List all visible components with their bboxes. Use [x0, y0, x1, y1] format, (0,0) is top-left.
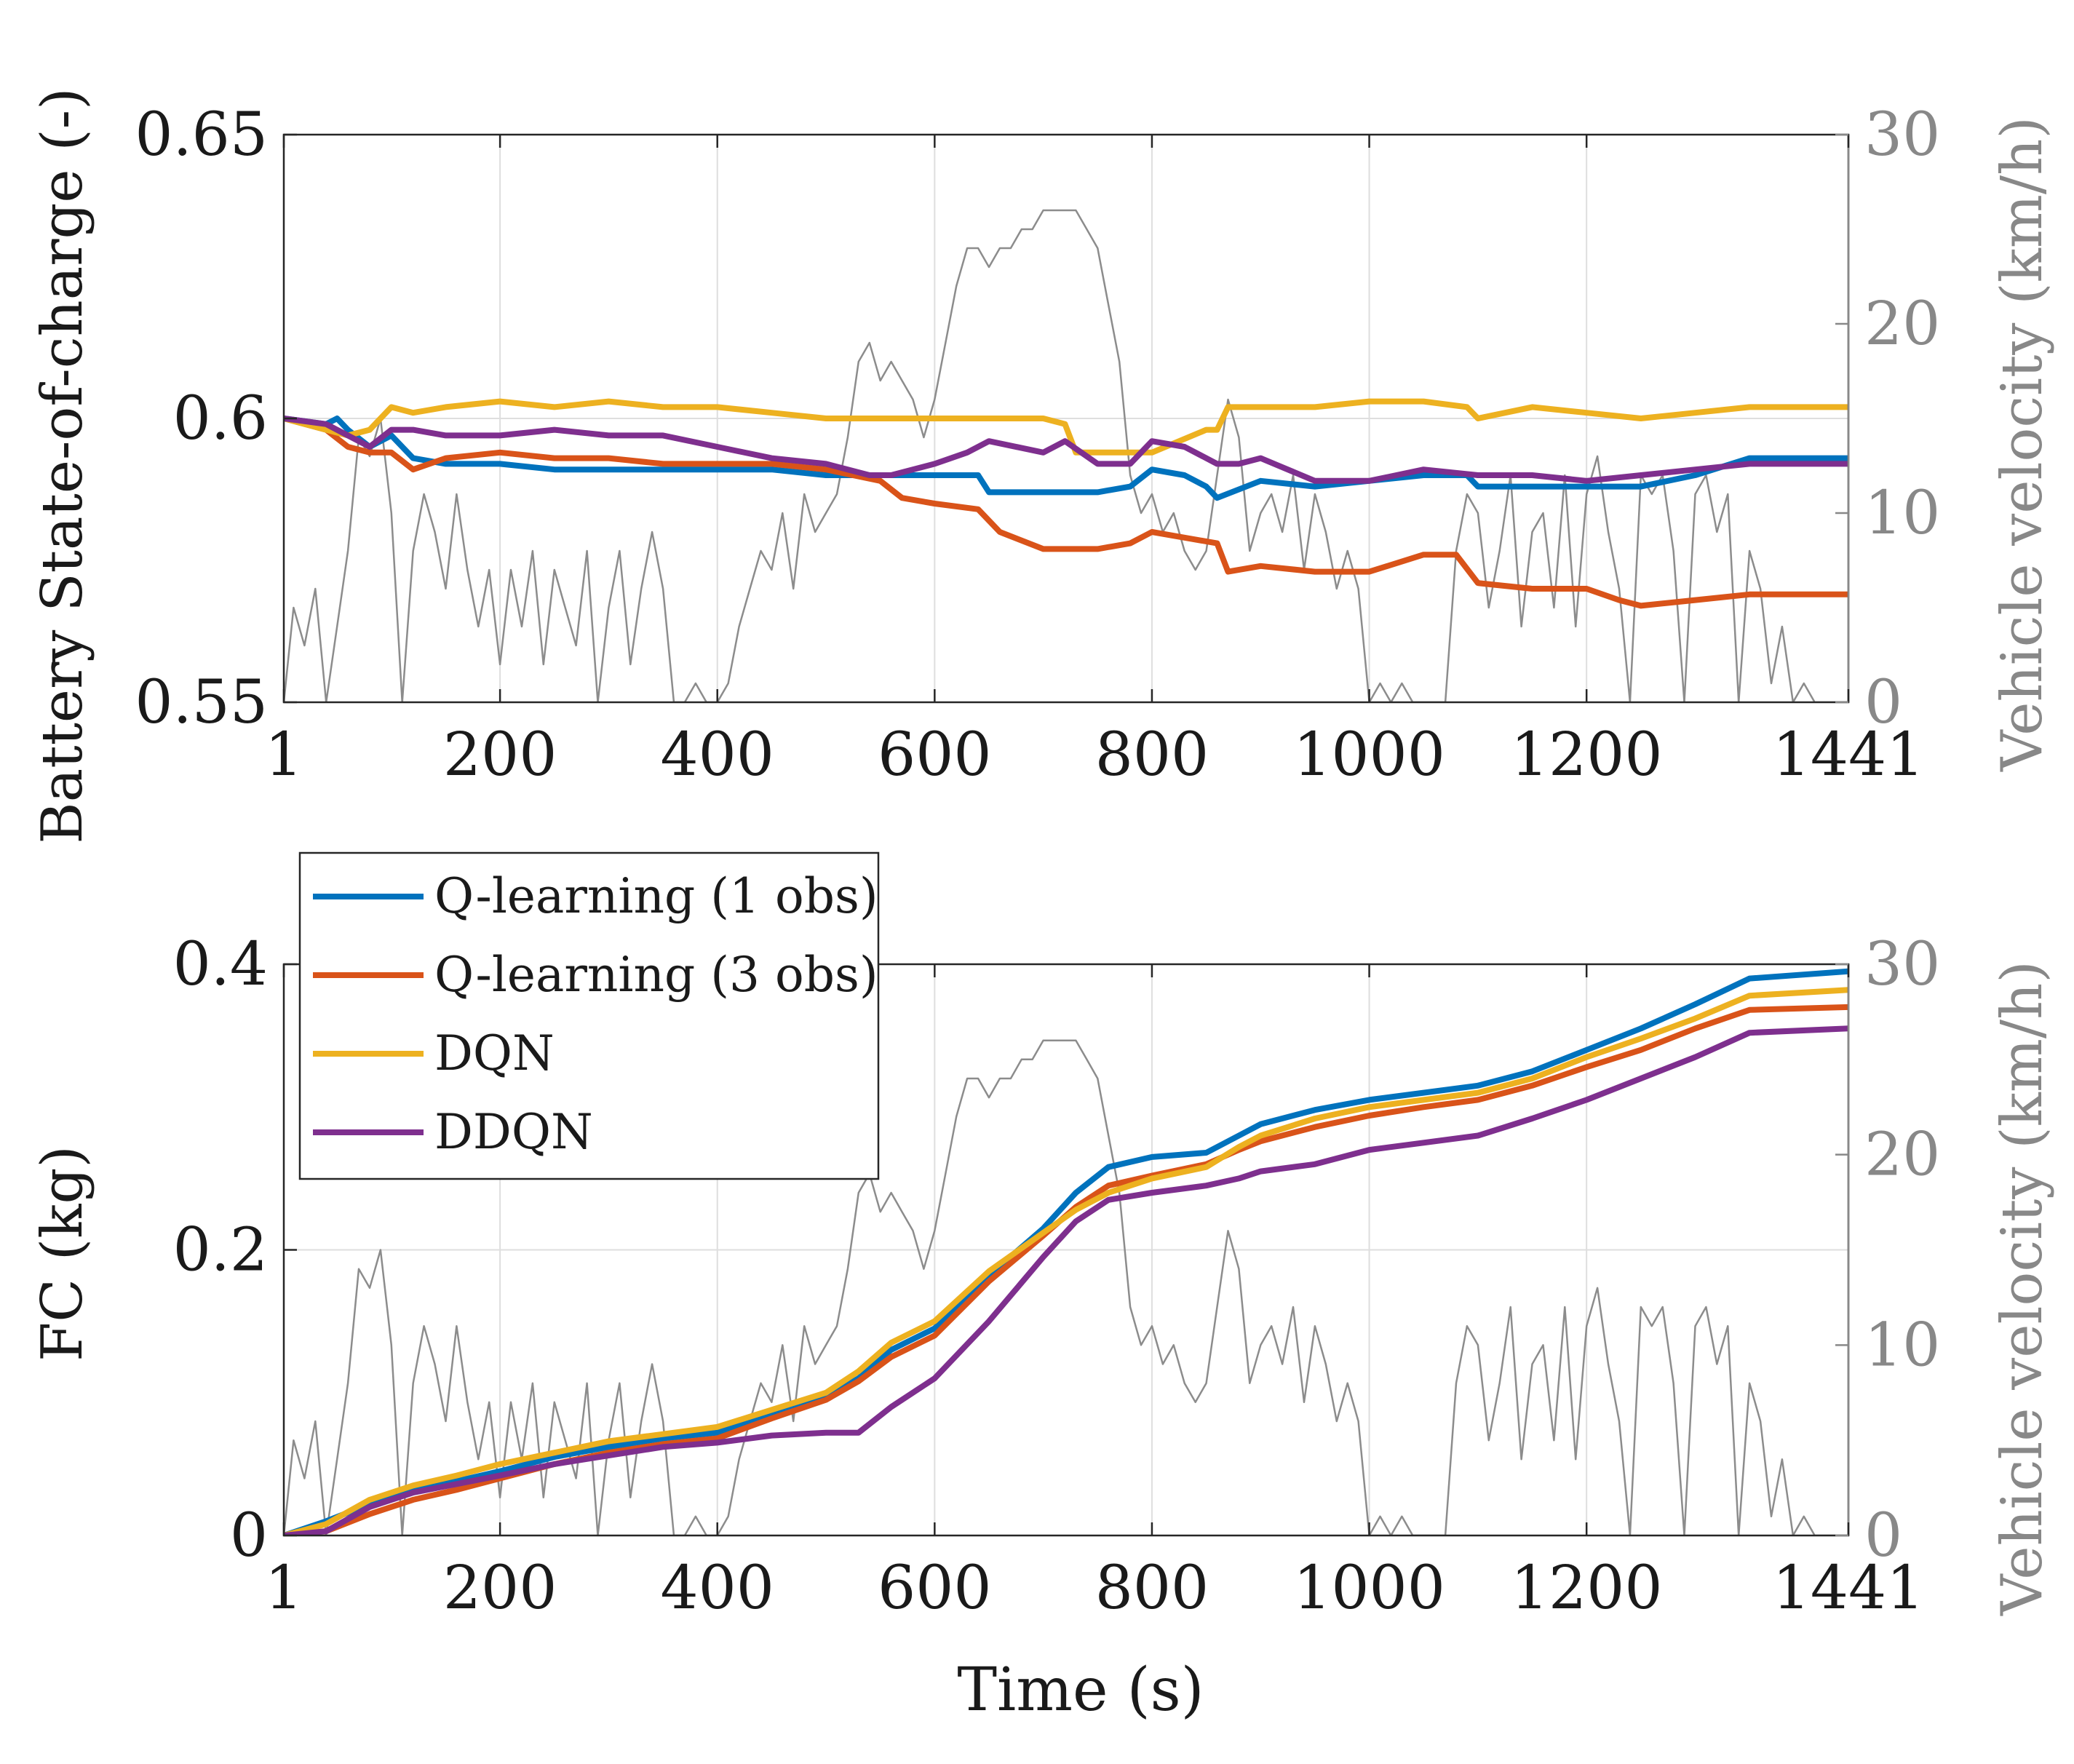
legend-label-q-learning-1-obs: Q-learning (1 obs): [434, 868, 878, 924]
bottom-y-right-tick-label: 0: [1864, 1501, 1902, 1570]
bottom-x-tick-label: 1200: [1511, 1554, 1663, 1623]
bottom-x-tick-label: 1: [265, 1554, 303, 1623]
bottom-y-right-axis-label: Vehicle velocity (km/h): [1990, 961, 2055, 1616]
bottom-series-ddqn: [284, 1025, 1848, 1535]
top-x-tick-label: 400: [660, 720, 774, 790]
top-y-right-tick-label: 20: [1864, 290, 1940, 359]
bottom-x-tick-label: 200: [443, 1554, 557, 1623]
bottom-y-tick-label: 0: [230, 1501, 268, 1570]
top-y-right-axis-label: Vehicle velocity (km/h): [1990, 116, 2055, 772]
bottom-plot-area: [284, 968, 1848, 1535]
bottom-x-tick-label: 1000: [1293, 1554, 1445, 1623]
top-x-tick-label: 200: [443, 720, 557, 790]
bottom-x-tick-label: 800: [1095, 1554, 1209, 1623]
bottom-x-tick-label: 1441: [1773, 1554, 1925, 1623]
legend: Q-learning (1 obs) Q-learning (3 obs) DQN D…: [298, 851, 880, 1180]
top-series-dqn: [284, 398, 1848, 456]
top-series-ddqn: [284, 416, 1848, 484]
bottom-y-axis-label: FC (kg): [30, 1145, 95, 1362]
bottom-y-tick-label: 0.4: [173, 930, 268, 999]
top-y-axis-label: Battery State-of-charge (-): [30, 87, 95, 843]
bottom-y-tick-label: 0.2: [173, 1216, 268, 1285]
legend-label-dqn: DQN: [434, 1025, 555, 1081]
legend-label-q-learning-3-obs: Q-learning (3 obs): [434, 947, 878, 1003]
bottom-x-tick-label: 400: [660, 1554, 774, 1623]
bottom-velocity-line: [284, 1039, 1848, 1535]
top-plot-area: [284, 209, 1848, 702]
top-velocity-line: [284, 209, 1848, 702]
top-x-tick-label: 1441: [1773, 720, 1925, 790]
bottom-y-right-tick-label: 30: [1864, 930, 1940, 999]
top-x-tick-label: 1200: [1511, 720, 1663, 790]
top-y-right-tick-label: 30: [1864, 100, 1940, 170]
top-x-tick-label: 1000: [1293, 720, 1445, 790]
bottom-x-axis-label: Time (s): [957, 1656, 1204, 1725]
bottom-chart-panel: 1 200 400 600 800 1000 1200 144100.20.40102030F…: [30, 930, 2055, 1725]
bottom-y-right-tick-label: 20: [1864, 1121, 1940, 1190]
bottom-x-tick-label: 600: [878, 1554, 992, 1623]
bottom-series-dqn: [284, 987, 1848, 1535]
top-series-q-learning-1-obs: [284, 416, 1848, 501]
top-x-tick-label: 1: [265, 720, 303, 790]
top-chart-panel: 1 200 400 600 800 1000 1200 14410.550.60.650102…: [30, 87, 2055, 843]
legend-box: [298, 851, 880, 1180]
top-x-tick-label: 600: [878, 720, 992, 790]
top-series-q-learning-3-obs: [284, 416, 1848, 609]
top-y-tick-label: 0.65: [135, 100, 268, 170]
top-y-tick-label: 0.55: [135, 668, 268, 737]
top-x-tick-label: 800: [1095, 720, 1209, 790]
top-y-right-tick-label: 0: [1864, 668, 1902, 737]
top-y-tick-label: 0.6: [173, 384, 268, 453]
legend-label-ddqn: DDQN: [434, 1104, 593, 1160]
bottom-y-right-tick-label: 10: [1864, 1311, 1940, 1380]
top-y-right-tick-label: 10: [1864, 479, 1940, 548]
bottom-series-q-learning-1-obs: [284, 968, 1848, 1535]
